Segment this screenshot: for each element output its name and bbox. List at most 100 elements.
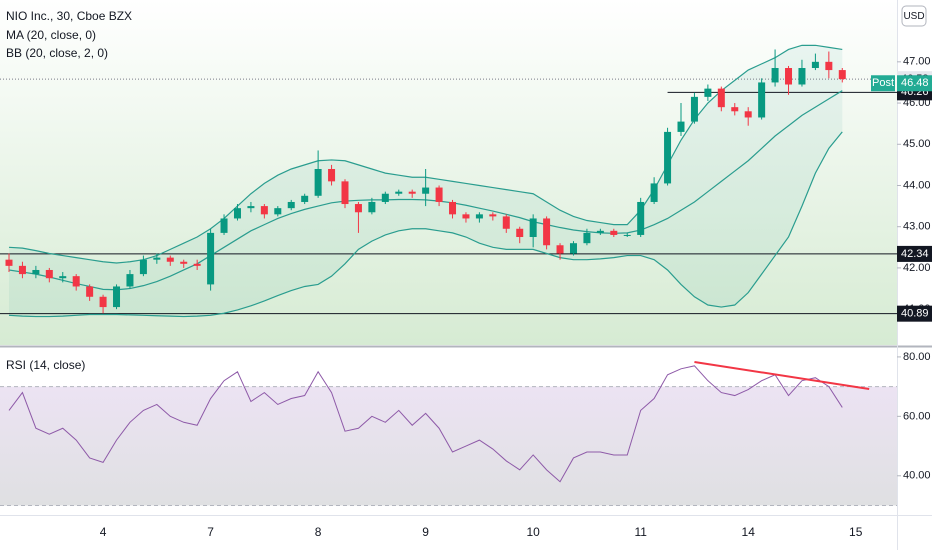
- rsi-line: [8, 365, 843, 483]
- candle-body: [166, 257, 174, 262]
- candle-body: [677, 121, 685, 132]
- candle-body: [260, 206, 268, 215]
- candle-body: [771, 68, 779, 83]
- post-price-tag: [897, 75, 932, 92]
- rsi-plot: [0, 360, 897, 506]
- candle-body: [301, 195, 309, 202]
- candle-body: [583, 232, 591, 244]
- candle-body: [126, 274, 134, 287]
- candle-body: [637, 201, 645, 235]
- y-tick-label: 40.00: [903, 470, 931, 482]
- x-tick-label: 14: [742, 525, 756, 539]
- candle-body: [99, 296, 107, 308]
- currency-box[interactable]: [901, 5, 927, 27]
- band-lower: [8, 131, 843, 318]
- y-tick-label: 43.00: [903, 221, 931, 233]
- candle-body: [704, 88, 712, 97]
- rsi-title: RSI (14, close): [6, 358, 85, 372]
- candle-body: [180, 261, 188, 264]
- candle-body: [341, 181, 349, 205]
- candle-body: [569, 243, 577, 254]
- candle-body: [233, 208, 241, 219]
- price-tag: [897, 245, 932, 262]
- x-tick-label: 10: [526, 525, 540, 539]
- candle-body: [72, 276, 80, 287]
- x-tick-label: 15: [849, 525, 863, 539]
- indicator-label: MA (20, close, 0): [6, 28, 96, 42]
- candle-body: [395, 191, 403, 194]
- x-tick-label: 11: [634, 525, 647, 539]
- candle-body: [758, 82, 766, 118]
- candle-body: [650, 183, 658, 202]
- post-price-label: 46.48: [901, 77, 929, 89]
- candle-body: [193, 263, 201, 266]
- candle-body: [811, 61, 819, 69]
- candle-body: [5, 259, 13, 266]
- candle-body: [744, 111, 752, 118]
- currency[interactable]: USD: [903, 11, 924, 22]
- x-tick-label: 4: [100, 525, 107, 539]
- candle-body: [502, 216, 510, 229]
- candle-body: [435, 187, 443, 202]
- candle-body: [354, 204, 362, 213]
- candle-body: [45, 269, 53, 279]
- price-tag: [897, 305, 932, 322]
- candle-body: [690, 96, 698, 122]
- y-tick-label: 60.00: [903, 410, 931, 422]
- candle-body: [731, 107, 739, 112]
- candle-body: [153, 257, 161, 260]
- candle-body: [529, 218, 537, 238]
- y-tick-label: 80.00: [903, 351, 931, 363]
- candle-body: [422, 187, 430, 194]
- x-tick-label: 7: [207, 525, 214, 539]
- price-tag-label: 40.89: [901, 308, 929, 320]
- candle-body: [368, 201, 376, 213]
- candle-body: [408, 191, 416, 194]
- main-pane: [0, 0, 897, 345]
- candle-body: [623, 234, 631, 236]
- chart-title: NIO Inc., 30, Cboe BZX: [6, 9, 132, 23]
- candle-body: [381, 193, 389, 202]
- x-tick-label: 8: [315, 525, 322, 539]
- price-tag-label: 42.34: [901, 248, 929, 260]
- candle-body: [449, 201, 457, 215]
- candle-body: [287, 201, 295, 209]
- candle-body: [543, 218, 551, 246]
- indicator-label: BB (20, close, 2, 0): [6, 46, 108, 60]
- y-tick-label: 47.00: [903, 56, 931, 68]
- x-tick-label: 9: [422, 525, 429, 539]
- candle-body: [596, 230, 604, 233]
- candle-body: [610, 230, 618, 235]
- candle-body: [475, 214, 483, 219]
- candle-body: [139, 259, 147, 275]
- candle-body: [18, 265, 26, 275]
- trendline: [694, 360, 870, 390]
- candle-body: [785, 68, 793, 85]
- candle-body: [717, 88, 725, 108]
- candle-body: [59, 276, 67, 279]
- candle-body: [838, 70, 846, 80]
- candle-body: [207, 232, 215, 285]
- y-tick-label: 42.00: [903, 262, 931, 274]
- main-plot: [0, 44, 897, 318]
- candle-body: [220, 218, 228, 233]
- candle-body: [314, 168, 322, 196]
- axes: 41.0042.0043.0044.0045.0046.0047.0040.00…: [100, 56, 931, 539]
- candle-body: [113, 286, 121, 308]
- candle-body: [328, 168, 336, 182]
- candle-body: [516, 228, 524, 238]
- candle-body: [825, 61, 833, 71]
- candle-body: [274, 208, 282, 215]
- post-tag-label: Post: [872, 77, 894, 89]
- y-tick-label: 45.00: [903, 138, 931, 150]
- candle-body: [86, 286, 94, 297]
- candle-body: [247, 206, 255, 209]
- candle-body: [556, 245, 564, 254]
- candle-body: [489, 214, 497, 217]
- y-tick-label: 44.00: [903, 179, 931, 191]
- candle-body: [32, 269, 40, 275]
- candle-body: [462, 214, 470, 219]
